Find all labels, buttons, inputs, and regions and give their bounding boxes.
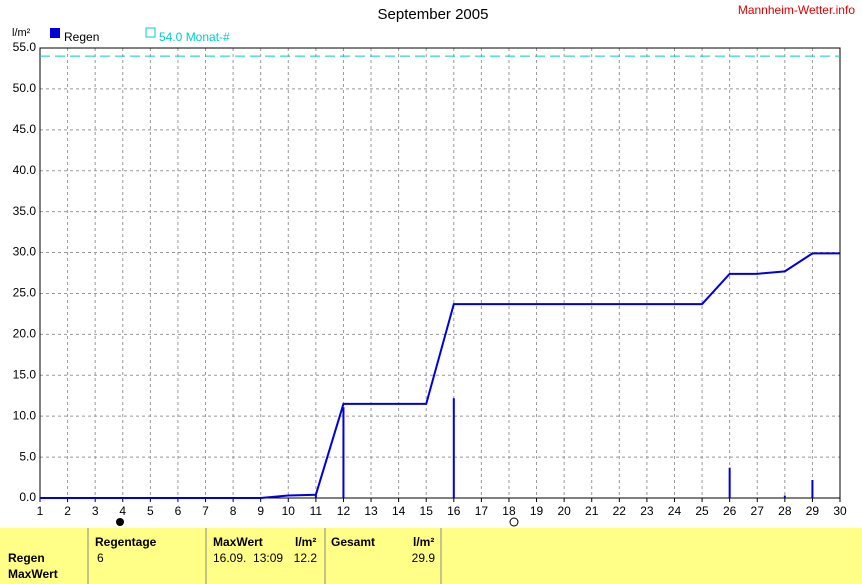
x-tick-label: 12 <box>337 504 351 518</box>
bar <box>342 407 345 498</box>
x-tick-label: 11 <box>310 504 323 518</box>
bar <box>314 494 317 498</box>
x-tick-label: 2 <box>64 504 71 518</box>
legend-label: Regen <box>64 30 99 44</box>
y-tick-label: 0.0 <box>19 490 36 504</box>
x-tick-label: 20 <box>557 504 571 518</box>
chart-title: September 2005 <box>378 6 489 23</box>
x-tick-label: 22 <box>613 504 627 518</box>
x-tick-label: 19 <box>530 504 544 518</box>
source: Mannheim-Wetter.info <box>738 3 855 17</box>
bar <box>728 467 731 498</box>
table-background <box>0 528 862 584</box>
table-value: 6 <box>97 551 104 565</box>
row-label: Regen <box>8 551 45 565</box>
x-tick-label: 27 <box>751 504 765 518</box>
table-header: Regentage <box>95 535 157 549</box>
y-tick-label: 35.0 <box>13 204 37 218</box>
table-header: Gesamt <box>331 535 375 549</box>
x-tick-label: 24 <box>668 504 682 518</box>
bar <box>783 495 786 498</box>
y-tick-label: 5.0 <box>19 449 36 463</box>
x-tick-label: 3 <box>92 504 99 518</box>
table-header: MaxWert <box>213 535 263 549</box>
x-tick-label: 8 <box>230 504 237 518</box>
y-tick-label: 25.0 <box>13 286 37 300</box>
x-tick-label: 7 <box>202 504 209 518</box>
x-tick-label: 10 <box>282 504 296 518</box>
x-tick-label: 16 <box>447 504 461 518</box>
y-tick-label: 50.0 <box>13 81 37 95</box>
y-tick-label: 10.0 <box>13 408 37 422</box>
legend-swatch <box>145 27 156 38</box>
table-value: 29.9 <box>412 551 436 565</box>
line <box>40 252 840 499</box>
y-axis-label: l/m² <box>12 27 31 39</box>
table-value: 12.2 <box>294 551 318 565</box>
x-tick-label: 21 <box>585 504 599 518</box>
x-tick-label: 18 <box>502 504 516 518</box>
bar <box>811 480 814 498</box>
table-value: 16.09. 13:09 <box>213 551 283 565</box>
y-tick-label: 40.0 <box>13 163 37 177</box>
x-tick-label: 23 <box>640 504 654 518</box>
x-tick-label: 29 <box>806 504 820 518</box>
bar <box>452 398 455 498</box>
y-tick-label: 30.0 <box>13 245 37 259</box>
moon-icon <box>116 518 124 526</box>
row-label: MaxWert <box>8 567 58 581</box>
x-tick-label: 14 <box>392 504 406 518</box>
x-tick-label: 26 <box>723 504 737 518</box>
x-tick-label: 4 <box>119 504 126 518</box>
moon-icon <box>509 517 519 527</box>
legend-swatch <box>50 28 60 38</box>
x-tick-label: 30 <box>833 504 847 518</box>
x-tick-label: 25 <box>695 504 709 518</box>
table-header: l/m² <box>413 535 434 549</box>
y-tick-label: 20.0 <box>13 327 37 341</box>
x-tick-label: 1 <box>37 504 44 518</box>
y-tick-label: 45.0 <box>13 122 37 136</box>
x-tick-label: 5 <box>147 504 154 518</box>
x-tick-label: 28 <box>778 504 792 518</box>
y-tick-label: 15.0 <box>13 367 37 381</box>
legend-label: 54.0 Monat-# <box>159 30 230 44</box>
x-tick-label: 13 <box>364 504 378 518</box>
x-tick-label: 9 <box>257 504 264 518</box>
table-header: l/m² <box>295 535 316 549</box>
x-tick-label: 17 <box>475 504 489 518</box>
plot-frame <box>39 47 841 499</box>
x-tick-label: 6 <box>175 504 182 518</box>
y-tick-label: 55.0 <box>13 40 37 54</box>
x-tick-label: 15 <box>420 504 434 518</box>
